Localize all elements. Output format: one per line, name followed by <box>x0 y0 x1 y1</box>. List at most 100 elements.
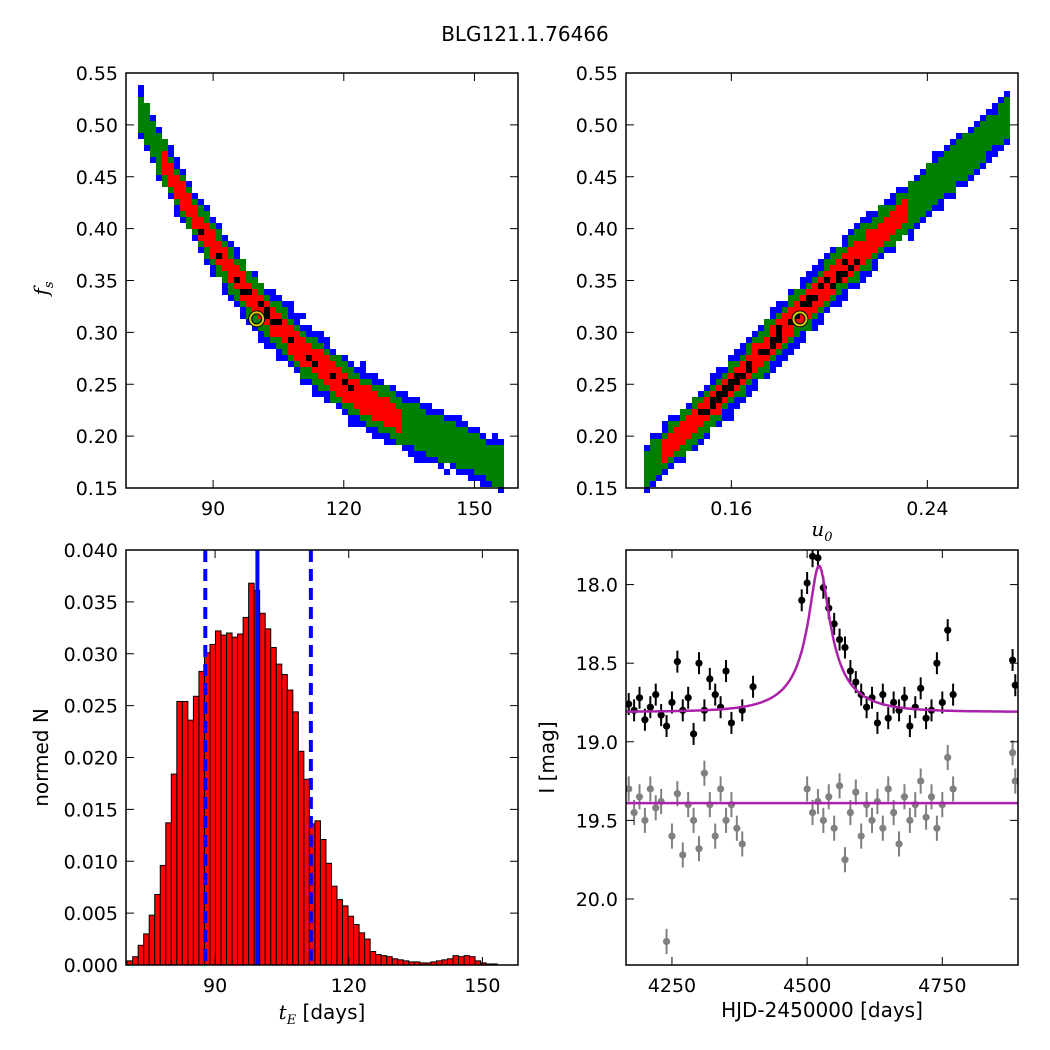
cell-2sigma <box>908 193 914 199</box>
cell-2sigma <box>402 415 408 421</box>
cell-1sigma <box>228 265 234 271</box>
cell-2sigma <box>992 139 998 145</box>
cell-2sigma <box>438 445 444 451</box>
cell-2sigma <box>414 433 420 439</box>
cell-2sigma <box>336 397 342 403</box>
cell-3sigma <box>360 421 366 427</box>
cell-2sigma <box>204 211 210 217</box>
data-point <box>695 659 703 667</box>
cell-1sigma <box>902 205 908 211</box>
cell-2sigma <box>746 379 752 385</box>
data-point <box>749 683 757 691</box>
cell-2sigma <box>734 391 740 397</box>
cell-2sigma <box>1004 127 1010 133</box>
cell-best <box>794 313 800 319</box>
cell-2sigma <box>950 181 956 187</box>
cell-2sigma <box>432 451 438 457</box>
cell-3sigma <box>734 349 740 355</box>
cell-3sigma <box>348 415 354 421</box>
cell-2sigma <box>414 445 420 451</box>
cell-2sigma <box>1004 103 1010 109</box>
cell-2sigma <box>938 175 944 181</box>
cell-3sigma <box>174 157 180 163</box>
cell-2sigma <box>680 451 686 457</box>
cell-3sigma <box>294 313 300 319</box>
y-tick-label: 0.25 <box>576 374 618 396</box>
cell-3sigma <box>264 343 270 349</box>
cell-3sigma <box>492 433 498 439</box>
data-point <box>890 698 898 707</box>
cell-2sigma <box>758 367 764 373</box>
cell-2sigma <box>198 211 204 217</box>
cell-2sigma <box>968 163 974 169</box>
x-axis-label: HJD-2450000 [days] <box>721 998 923 1022</box>
cell-2sigma <box>444 439 450 445</box>
cell-3sigma <box>950 139 956 145</box>
cell-3sigma <box>372 427 378 433</box>
cell-3sigma <box>716 373 722 379</box>
x-tick-label: 120 <box>326 498 362 520</box>
cell-3sigma <box>698 391 704 397</box>
cell-1sigma <box>204 223 210 229</box>
cell-2sigma <box>644 475 650 481</box>
cell-3sigma <box>318 391 324 397</box>
cell-1sigma <box>710 391 716 397</box>
cell-2sigma <box>396 433 402 439</box>
cell-1sigma <box>306 343 312 349</box>
cell-1sigma <box>818 295 824 301</box>
cell-1sigma <box>192 217 198 223</box>
cell-best <box>722 385 728 391</box>
cell-2sigma <box>920 181 926 187</box>
cell-2sigma <box>414 427 420 433</box>
cell-1sigma <box>342 391 348 397</box>
cell-2sigma <box>914 205 920 211</box>
y-tick-label: 0.45 <box>76 167 118 189</box>
cell-3sigma <box>258 331 264 337</box>
cell-3sigma <box>222 289 228 295</box>
cell-2sigma <box>450 433 456 439</box>
cell-2sigma <box>420 445 426 451</box>
cell-3sigma <box>360 367 366 373</box>
cell-best <box>734 379 740 385</box>
cell-2sigma <box>462 433 468 439</box>
cell-1sigma <box>378 415 384 421</box>
cell-1sigma <box>794 307 800 313</box>
cell-2sigma <box>432 421 438 427</box>
cell-3sigma <box>656 475 662 481</box>
cell-1sigma <box>372 409 378 415</box>
cell-2sigma <box>162 175 168 181</box>
cell-2sigma <box>402 433 408 439</box>
cell-3sigma <box>908 229 914 235</box>
cell-1sigma <box>324 367 330 373</box>
cell-2sigma <box>956 145 962 151</box>
cell-1sigma <box>866 229 872 235</box>
cell-best <box>776 337 782 343</box>
cell-3sigma <box>704 433 710 439</box>
cell-2sigma <box>788 295 794 301</box>
histogram-bar <box>391 958 399 966</box>
cell-1sigma <box>824 283 830 289</box>
cell-2sigma <box>992 115 998 121</box>
cell-2sigma <box>770 319 776 325</box>
cell-1sigma <box>872 247 878 253</box>
cell-2sigma <box>480 451 486 457</box>
cell-2sigma <box>728 397 734 403</box>
cell-1sigma <box>210 241 216 247</box>
cell-2sigma <box>498 463 504 469</box>
cell-2sigma <box>650 469 656 475</box>
cell-3sigma <box>770 307 776 313</box>
cell-2sigma <box>138 97 144 103</box>
cell-3sigma <box>294 319 300 325</box>
cell-1sigma <box>234 283 240 289</box>
cell-2sigma <box>144 109 150 115</box>
cell-2sigma <box>716 415 722 421</box>
cell-2sigma <box>492 457 498 463</box>
cell-2sigma <box>920 175 926 181</box>
y-tick-label: 0.035 <box>64 592 118 614</box>
cell-best <box>348 385 354 391</box>
cell-1sigma <box>806 307 812 313</box>
cell-3sigma <box>192 193 198 199</box>
cell-2sigma <box>806 325 812 331</box>
cell-1sigma <box>318 355 324 361</box>
cell-2sigma <box>974 151 980 157</box>
